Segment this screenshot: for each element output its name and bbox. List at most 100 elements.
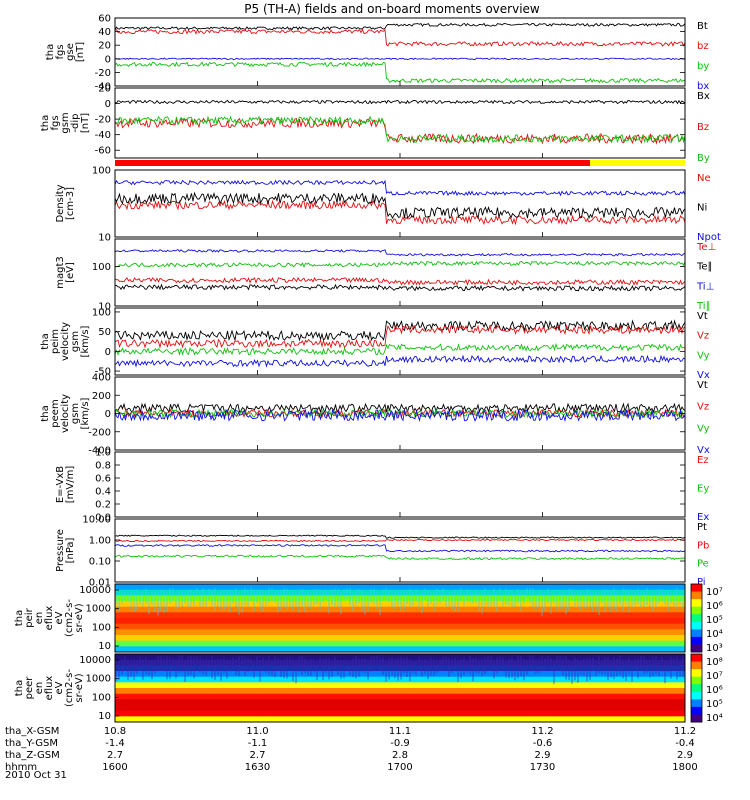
- spectrogram-streak: [181, 655, 183, 673]
- panel-ytick-label: 10: [98, 233, 111, 244]
- spectrogram-streak: [343, 660, 345, 679]
- spectrogram-streak: [577, 590, 579, 609]
- panel-ytick-label: 1.00: [89, 536, 111, 547]
- spectrogram-streak: [205, 593, 207, 608]
- spectrogram-streak: [502, 592, 504, 606]
- series-line: [114, 534, 686, 539]
- spectrogram-streak: [427, 590, 429, 607]
- spectrogram-streak: [394, 591, 396, 610]
- spectrogram-streak: [499, 587, 501, 602]
- spectrogram-streak: [412, 591, 414, 606]
- spectrogram-streak: [550, 658, 552, 670]
- spectrogram-streak: [610, 660, 612, 678]
- spectrogram-streak: [475, 590, 477, 603]
- ephemeris-value: 2.7: [250, 750, 266, 761]
- spectrogram-streak: [271, 587, 273, 601]
- spectrogram-streak: [583, 658, 585, 676]
- series-line: [114, 554, 686, 561]
- spectrogram-band: [115, 601, 685, 608]
- spectrogram-streak: [493, 660, 495, 679]
- colorbar-segment: [691, 584, 702, 593]
- spectrogram-streak: [658, 660, 660, 676]
- legend-label: Vz: [697, 402, 709, 413]
- panel-9: thapeirenefluxeV(cm2-s-sr-eV) 10⁷ 10⁶ 10⁵ 10…: [14, 583, 723, 654]
- spectrogram-streak: [361, 658, 363, 673]
- panel-ytick-label: 1000: [86, 604, 111, 615]
- spectrogram-streak: [391, 590, 393, 609]
- spectrogram-streak: [121, 659, 123, 675]
- spectrogram-streak: [580, 590, 582, 611]
- spectrogram-streak: [265, 590, 267, 607]
- spectrogram-streak: [487, 592, 489, 609]
- spectrogram-band: [115, 635, 685, 642]
- spectrogram-streak: [268, 655, 270, 675]
- spectrogram-streak: [628, 657, 630, 674]
- spectrogram-streak: [322, 659, 324, 681]
- spectrogram-streak: [172, 587, 174, 602]
- spectrogram-streak: [217, 658, 219, 675]
- spectrogram-streak: [616, 592, 618, 612]
- spectrogram-streak: [157, 592, 159, 616]
- spectrogram-streak: [436, 660, 438, 673]
- series-line: [114, 57, 686, 61]
- legend-label: Ne: [697, 173, 711, 184]
- spectrogram-streak: [646, 587, 648, 606]
- spectrogram-streak: [244, 656, 246, 676]
- panel-ytick-label: -400: [88, 446, 111, 457]
- spectrogram-streak: [283, 659, 285, 679]
- spectrogram-streak: [166, 655, 168, 680]
- spectrogram-streak: [190, 655, 192, 675]
- series-line: [114, 342, 686, 357]
- spectrogram-band: [115, 629, 685, 636]
- spectrogram-streak: [535, 592, 537, 610]
- panel-5: thapeimvelocitygsm[km/s] Vt Vz Vy Vx 100 50 0 -5…: [40, 307, 710, 381]
- spectrogram-streak: [115, 660, 117, 682]
- spectrogram-streak: [190, 589, 192, 608]
- spectrogram-streak: [433, 659, 435, 676]
- panel-ylabel: E=-VxB[mV/m]: [55, 466, 76, 504]
- spectrogram-streak: [466, 660, 468, 673]
- panel-ytick-label: 0: [105, 409, 111, 420]
- spectrogram-streak: [598, 592, 600, 616]
- spectrogram-streak: [415, 661, 417, 675]
- panel-frame: [114, 17, 686, 87]
- legend-label: bz: [697, 41, 709, 52]
- spectrogram-streak: [667, 660, 669, 673]
- spectrogram-streak: [496, 593, 498, 612]
- spectrogram-streak: [214, 587, 216, 612]
- spectrogram-streak: [376, 592, 378, 610]
- spectrogram-streak: [646, 659, 648, 673]
- spectrogram-streak: [652, 657, 654, 676]
- series-line: [114, 324, 686, 350]
- ephemeris-label: tha_Y-GSM: [5, 738, 58, 749]
- spectrogram-streak: [430, 591, 432, 604]
- spectrogram-streak: [259, 589, 261, 611]
- spectrogram-streak: [313, 660, 315, 673]
- spectrogram-streak: [511, 657, 513, 678]
- panel-ytick-label: 0.0: [95, 513, 111, 524]
- spectrogram-band: [115, 710, 685, 717]
- spectrogram-streak: [682, 657, 684, 678]
- spectrogram-streak: [544, 657, 546, 669]
- series-line: [114, 260, 686, 268]
- spectrogram-streak: [325, 589, 327, 601]
- spectrogram-streak: [502, 656, 504, 671]
- series-line: [114, 249, 686, 257]
- spectrogram-streak: [628, 590, 630, 613]
- spectrogram-streak: [610, 590, 612, 613]
- panel-ylabel: thafgsgsm-dip[nT]: [40, 112, 91, 133]
- spectrogram-band: [115, 676, 685, 683]
- panel-6: thapeemvelocitygsm[km/s] Vt Vz Vy Vx 400 200 0 -…: [40, 373, 710, 457]
- spectrogram-band: [115, 606, 685, 613]
- spectrogram-streak: [367, 660, 369, 680]
- colorbar-tick-label: 10³: [706, 643, 723, 654]
- spectrogram-streak: [430, 657, 432, 676]
- panel-ytick-label: 10: [98, 711, 111, 722]
- spectrogram-streak: [535, 659, 537, 674]
- spectrogram-streak: [403, 657, 405, 674]
- spectrogram-streak: [220, 659, 222, 681]
- spectrogram-streak: [409, 659, 411, 682]
- spectrogram-streak: [607, 590, 609, 609]
- spectrogram-streak: [247, 589, 249, 608]
- spectrogram-streak: [385, 661, 387, 682]
